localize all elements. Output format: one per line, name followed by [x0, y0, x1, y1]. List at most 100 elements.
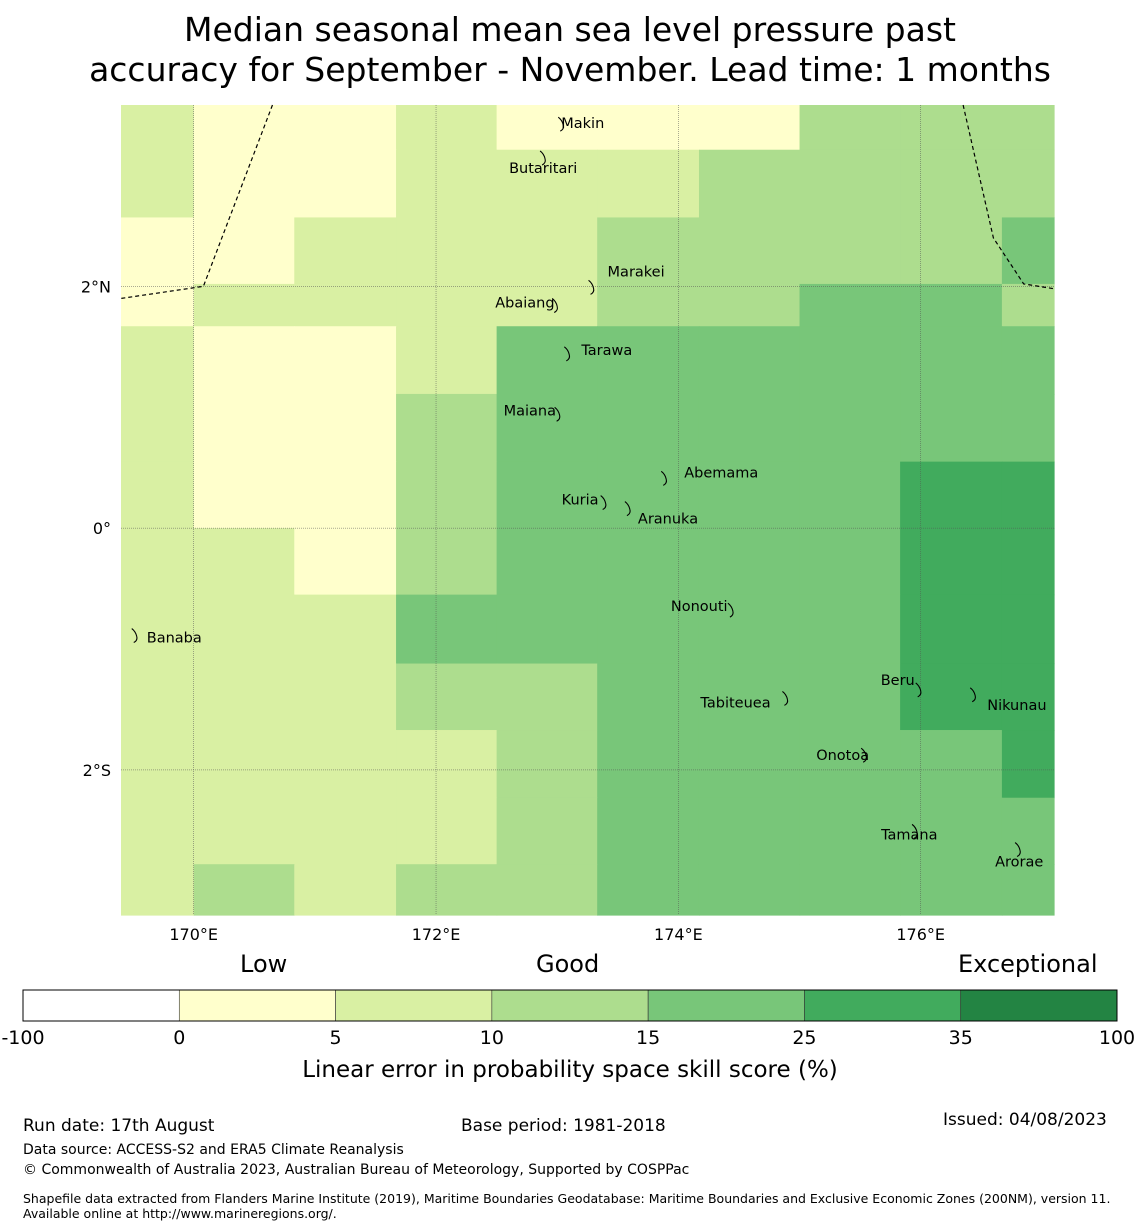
grid-cell — [496, 149, 598, 219]
island-label: Beru — [881, 673, 915, 689]
grid-cell — [1001, 528, 1055, 596]
grid-cell — [1001, 864, 1055, 916]
colorbar-label-exceptional: Exceptional — [958, 950, 1098, 978]
grid-cell — [396, 149, 498, 219]
lon-tick-label: 170°E — [169, 925, 218, 944]
grid-cell — [193, 864, 295, 916]
island-outline — [660, 470, 667, 486]
grid-cell — [900, 217, 1003, 285]
island-label: Banaba — [147, 631, 202, 647]
grid-cell — [294, 730, 397, 799]
grid-cell — [396, 730, 498, 799]
colorbar-segment — [335, 989, 493, 1022]
grid-cell — [496, 594, 598, 665]
colorbar-segment — [22, 989, 180, 1022]
colorbar: -100 0 5 10 15 25 35 100 Linear error in probabi… — [1, 989, 1135, 1083]
colorbar-tick-label: 35 — [949, 1027, 973, 1049]
grid-cell — [496, 283, 598, 327]
grid-cell — [597, 594, 700, 665]
grid-cell — [900, 283, 1003, 327]
grid-cell — [193, 797, 295, 865]
grid-cell — [597, 393, 700, 463]
grid-cell — [193, 105, 295, 151]
grid-cell — [1001, 105, 1055, 151]
grid-cell — [1001, 326, 1055, 395]
grid-cell — [193, 283, 295, 327]
island-label: Aranuka — [638, 512, 698, 528]
run-date: Run date: 17th August — [23, 1116, 215, 1136]
island-outline — [782, 690, 789, 706]
island-outline — [860, 747, 867, 763]
grid-cell — [396, 528, 498, 596]
grid-cell — [294, 594, 397, 665]
island-outline — [600, 495, 607, 511]
island-outline — [539, 150, 546, 166]
axis-ticks: 170°E 172°E 174°E 176°E 2°N 0° 2°S — [81, 277, 945, 944]
lat-tick-label: 2°N — [81, 277, 111, 296]
colorbar-segment — [491, 989, 649, 1022]
lon-tick-label: 172°E — [412, 925, 461, 944]
grid-cell — [597, 528, 700, 596]
copyright: © Commonwealth of Australia 2023, Austra… — [23, 1162, 690, 1178]
grid-cell — [597, 461, 700, 529]
island-label: Nikunau — [987, 698, 1046, 714]
lat-tick-label: 0° — [93, 519, 111, 538]
colorbar-frame — [22, 989, 1118, 1022]
island-label: Maiana — [504, 403, 556, 419]
grid-cell — [1001, 730, 1055, 799]
colorbar-segment — [178, 989, 336, 1022]
grid-cell — [496, 393, 598, 463]
grid-cell — [193, 326, 295, 395]
eez-boundary-east — [962, 104, 1055, 290]
colorbar-segment — [960, 989, 1118, 1022]
island-outline — [1014, 842, 1021, 857]
lat-tick-label: 2°S — [83, 761, 111, 780]
grid-cell — [496, 528, 598, 596]
grid-cell — [1001, 283, 1055, 327]
grid-cell — [900, 663, 1003, 731]
grid-cell — [698, 663, 801, 731]
grid-cell — [900, 528, 1003, 596]
grid-cell — [294, 663, 397, 731]
island-markers: Makin Butaritari Marakei Abaiang Tarawa Maian… — [131, 116, 1047, 871]
colorbar-tick-label: 15 — [636, 1027, 660, 1049]
grid-cell — [698, 393, 801, 463]
island-outline — [557, 116, 565, 132]
island-outline — [915, 682, 922, 698]
grid-cell — [121, 461, 195, 529]
grid-cell — [597, 105, 700, 151]
grid-cell — [698, 528, 801, 596]
island-label: Butaritari — [509, 161, 577, 177]
grid-cell — [294, 797, 397, 865]
island-outline — [911, 823, 918, 839]
grid-cell — [698, 730, 801, 799]
grid-cell — [294, 864, 397, 916]
colorbar-tick-label: -100 — [1, 1027, 44, 1049]
island-outline — [727, 602, 734, 618]
grid-cell — [799, 393, 901, 463]
eez-boundary-west — [120, 104, 274, 300]
island-label: Tamana — [880, 827, 937, 843]
grid-cell — [496, 797, 598, 865]
grid-cell — [294, 149, 397, 219]
grid-cell — [496, 864, 598, 916]
grid-cell — [1001, 461, 1055, 529]
grid-cell — [193, 730, 295, 799]
grid-cell — [597, 217, 700, 285]
map-figure: Makin Butaritari Marakei Abaiang Tarawa Maian… — [1, 104, 1135, 1083]
grid-cell — [193, 594, 295, 665]
grid-cell — [698, 797, 801, 865]
grid-cell — [121, 864, 195, 916]
colorbar-segment — [804, 989, 962, 1022]
grid-cell — [597, 283, 700, 327]
grid-cell — [799, 149, 901, 219]
grid-cell — [799, 461, 901, 529]
island-label: Tabiteuea — [699, 695, 770, 711]
title-line-2: accuracy for September - November. Lead … — [89, 50, 1051, 89]
title-line-1: Median seasonal mean sea level pressure … — [184, 10, 956, 49]
grid-cell — [900, 730, 1003, 799]
grid-cell — [799, 217, 901, 285]
island-label: Kuria — [562, 493, 599, 509]
grid-cell — [799, 105, 901, 151]
grid-cell — [1001, 594, 1055, 665]
